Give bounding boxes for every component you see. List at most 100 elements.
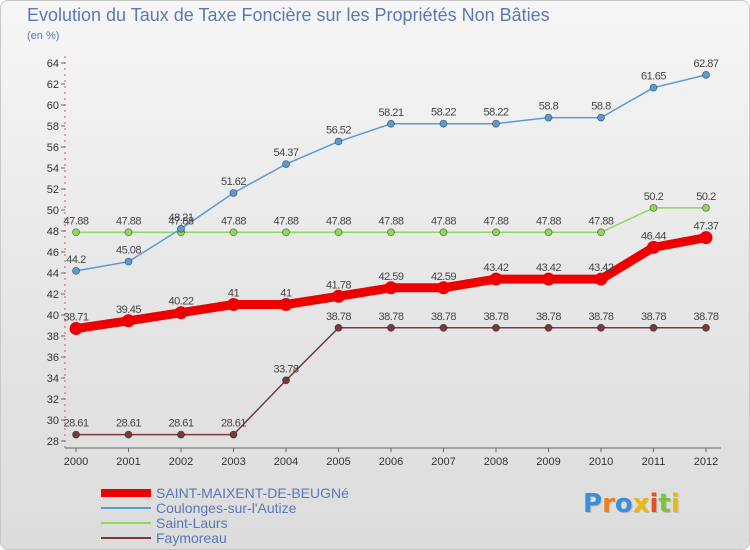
data-point [492, 119, 500, 128]
data-label: 43.42 [588, 262, 613, 274]
y-tick-label: 64 [47, 58, 59, 70]
data-point [124, 228, 133, 237]
data-point [544, 113, 553, 122]
x-tick-label: 2012 [694, 456, 718, 468]
x-tick-label: 2001 [116, 456, 140, 468]
data-point [177, 430, 185, 439]
data-point [334, 323, 343, 332]
chart-title: Evolution du Taux de Taxe Foncière sur l… [27, 5, 550, 25]
x-tick-label: 2011 [642, 456, 666, 468]
data-point [229, 228, 238, 237]
data-point [492, 228, 500, 237]
data-label: 41 [280, 288, 292, 300]
y-tick-label: 56 [47, 142, 59, 154]
data-label: 47.88 [378, 215, 403, 227]
data-point [229, 189, 238, 197]
data-label: 38.78 [693, 311, 718, 323]
logo-letter: o [614, 489, 633, 519]
data-label: 38.78 [326, 311, 351, 323]
legend-label: SAINT-MAIXENT-DE-BEUGNé [156, 485, 349, 501]
data-label: 46.44 [641, 230, 666, 242]
data-label: 44.2 [66, 254, 86, 266]
data-label: 48.21 [168, 212, 193, 224]
data-point [227, 298, 240, 311]
logo-letter: r [602, 489, 615, 519]
data-point [702, 203, 710, 212]
y-tick-label: 32 [47, 394, 59, 406]
data-point [702, 323, 710, 332]
data-point [544, 228, 553, 237]
data-point [334, 137, 343, 146]
data-point [699, 231, 713, 245]
data-point [384, 281, 398, 295]
y-tick-label: 58 [47, 121, 59, 133]
data-label: 47.88 [63, 215, 88, 227]
unit-label: (en %) [27, 30, 60, 42]
data-label: 28.61 [168, 418, 193, 430]
y-tick-label: 44 [47, 268, 59, 280]
y-tick-label: 38 [47, 331, 59, 343]
data-label: 47.88 [431, 215, 456, 227]
data-point [597, 113, 605, 122]
data-label: 62.87 [693, 58, 718, 70]
logo-letter: x [632, 489, 650, 519]
data-point [647, 240, 660, 254]
data-label: 28.61 [116, 418, 141, 430]
data-label: 39.45 [116, 304, 141, 316]
data-label: 58.8 [591, 101, 611, 113]
data-point [542, 272, 555, 286]
data-label: 43.42 [483, 262, 508, 274]
data-label: 40.22 [168, 296, 193, 308]
data-point [282, 228, 290, 237]
data-label: 41 [228, 288, 240, 300]
data-point [69, 322, 83, 336]
x-tick-label: 2010 [589, 456, 613, 468]
data-point [72, 430, 80, 439]
data-point [174, 306, 188, 320]
data-point [279, 298, 293, 311]
y-tick-label: 52 [47, 184, 59, 196]
data-point [124, 430, 133, 439]
data-point [229, 430, 238, 439]
y-tick-label: 50 [47, 205, 59, 217]
data-label: 28.61 [221, 418, 246, 430]
data-point [439, 119, 448, 128]
data-label: 58.22 [431, 107, 456, 119]
data-label: 38.78 [536, 311, 561, 323]
data-point [332, 289, 345, 303]
data-label: 42.59 [378, 271, 403, 283]
data-label: 47.88 [221, 215, 246, 227]
y-tick-label: 42 [47, 289, 59, 301]
data-point [649, 203, 658, 212]
data-label: 45.08 [116, 245, 141, 257]
logo-letter: i [649, 489, 659, 519]
x-tick-label: 2000 [64, 456, 88, 468]
data-point [282, 376, 290, 385]
y-tick-label: 34 [47, 373, 59, 385]
data-label: 47.88 [536, 215, 561, 227]
data-label: 38.78 [378, 311, 403, 323]
data-point [387, 119, 395, 128]
data-label: 38.78 [641, 311, 666, 323]
y-tick-label: 62 [47, 79, 59, 91]
data-label: 43.42 [536, 262, 561, 274]
legend-label: Coulonges-sur-l'Autize [156, 500, 297, 516]
x-tick-label: 2002 [169, 456, 193, 468]
data-point [177, 224, 185, 233]
x-tick-label: 2008 [484, 456, 508, 468]
y-tick-label: 28 [47, 436, 59, 448]
data-point [439, 228, 448, 237]
data-label: 61.65 [641, 71, 666, 83]
logo-letter: t [658, 489, 671, 519]
legend-label: Saint-Laurs [156, 515, 228, 531]
data-label: 42.59 [431, 271, 456, 283]
x-tick-label: 2005 [326, 456, 350, 468]
y-tick-label: 48 [47, 226, 59, 238]
x-tick-label: 2007 [431, 456, 455, 468]
data-point [387, 323, 395, 332]
data-point [597, 228, 605, 237]
data-point [334, 228, 343, 237]
data-label: 58.8 [539, 101, 559, 113]
